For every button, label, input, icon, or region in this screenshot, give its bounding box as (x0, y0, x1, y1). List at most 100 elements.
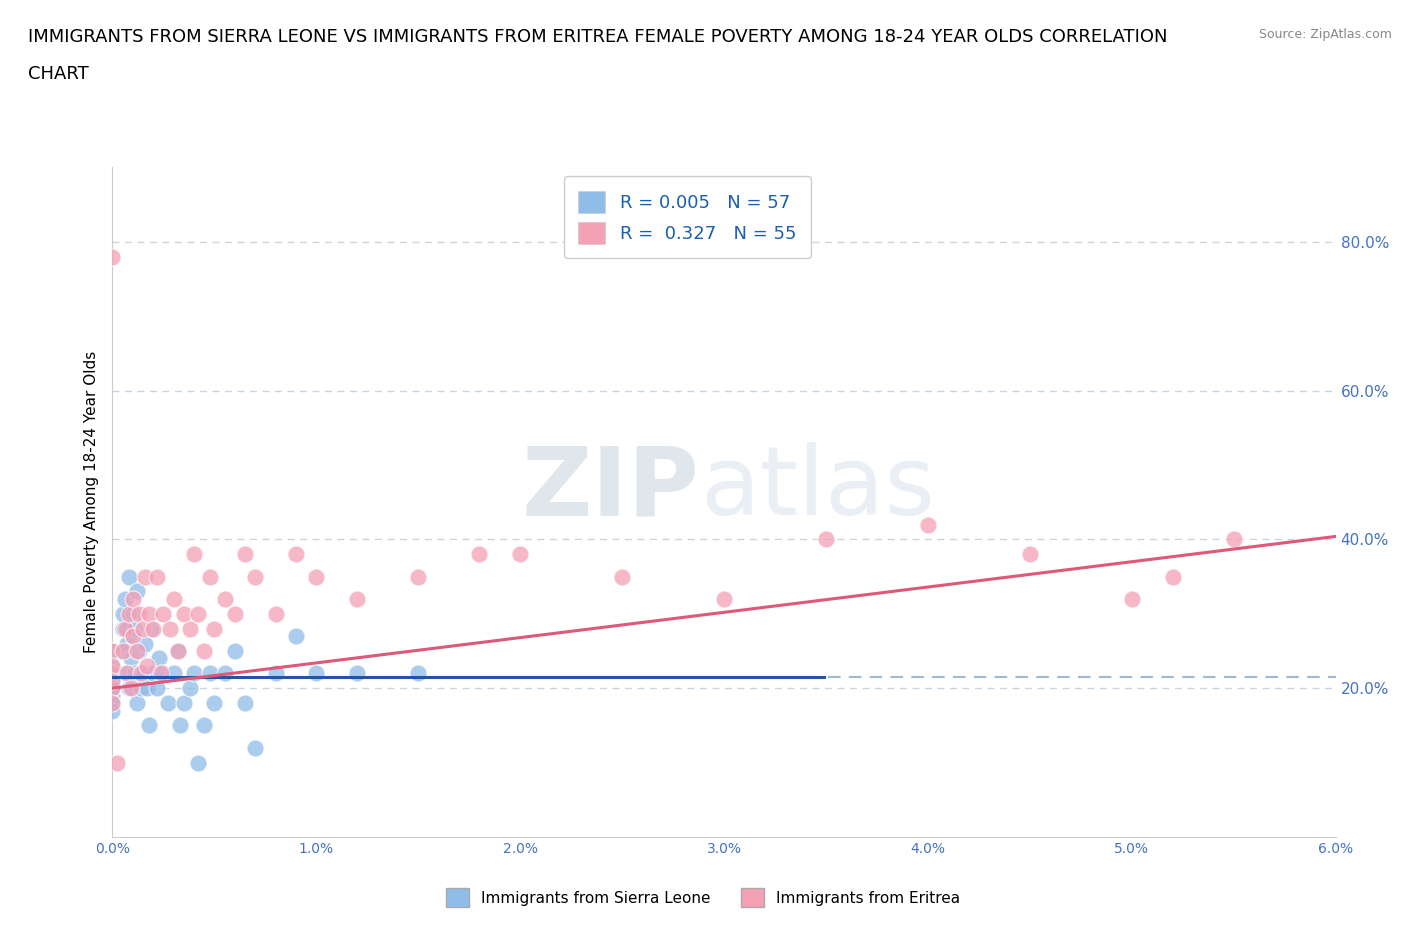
Point (163, 591, 186, 606)
Point (193, 644, 215, 658)
Point (179, 621, 201, 636)
Point (233, 547, 256, 562)
Point (142, 621, 165, 636)
Point (214, 591, 236, 606)
Point (408, 666, 430, 681)
Point (118, 681, 141, 696)
Point (115, 666, 138, 681)
Point (111, 644, 134, 658)
Point (136, 681, 159, 696)
Point (134, 636, 156, 651)
Point (134, 569, 156, 584)
Point (150, 666, 173, 681)
Point (105, 755, 128, 770)
Point (101, 696, 124, 711)
Point (101, 644, 124, 658)
Point (101, 703, 124, 718)
Point (163, 666, 186, 681)
Point (118, 569, 141, 584)
Point (101, 658, 124, 673)
Point (346, 666, 368, 681)
Point (115, 636, 138, 651)
Point (245, 569, 267, 584)
Point (610, 569, 633, 584)
Point (284, 547, 308, 562)
Point (114, 591, 136, 606)
Point (101, 666, 124, 681)
Point (200, 666, 222, 681)
Point (193, 718, 215, 733)
Point (713, 591, 735, 606)
Point (129, 681, 152, 696)
Point (124, 666, 146, 681)
Point (146, 681, 169, 696)
Point (152, 666, 174, 681)
Point (118, 606, 141, 621)
Point (101, 673, 124, 688)
Point (264, 606, 287, 621)
Point (200, 569, 222, 584)
Point (111, 606, 134, 621)
Point (214, 666, 236, 681)
Point (183, 547, 205, 562)
Point (224, 644, 246, 658)
Point (101, 658, 124, 673)
Legend: Immigrants from Sierra Leone, Immigrants from Eritrea: Immigrants from Sierra Leone, Immigrants… (440, 883, 966, 913)
Point (917, 517, 939, 532)
Point (122, 629, 145, 644)
Point (120, 651, 142, 666)
Point (128, 606, 150, 621)
Point (142, 666, 165, 681)
Point (187, 755, 209, 770)
Point (245, 740, 267, 755)
Point (101, 696, 124, 711)
Text: IMMIGRANTS FROM SIERRA LEONE VS IMMIGRANTS FROM ERITREA FEMALE POVERTY AMONG 18-: IMMIGRANTS FROM SIERRA LEONE VS IMMIGRAN… (28, 28, 1167, 46)
Point (120, 681, 142, 696)
Point (114, 621, 136, 636)
Point (173, 606, 195, 621)
Point (101, 681, 124, 696)
Text: CHART: CHART (28, 65, 89, 83)
Point (408, 569, 430, 584)
Text: Source: ZipAtlas.com: Source: ZipAtlas.com (1258, 28, 1392, 41)
Point (166, 644, 188, 658)
Point (101, 666, 124, 681)
Point (128, 644, 150, 658)
Point (204, 696, 226, 711)
Legend: R = 0.005   N = 57, R =  0.327   N = 55: R = 0.005 N = 57, R = 0.327 N = 55 (564, 177, 811, 259)
Point (124, 621, 146, 636)
Point (183, 666, 205, 681)
Point (122, 629, 145, 644)
Point (125, 696, 148, 711)
Point (122, 591, 145, 606)
Text: ZIP: ZIP (522, 443, 700, 536)
Point (1223, 532, 1246, 547)
Y-axis label: Female Poverty Among 18-24 Year Olds: Female Poverty Among 18-24 Year Olds (83, 352, 98, 654)
Point (132, 621, 155, 636)
Point (115, 621, 138, 636)
Point (111, 621, 134, 636)
Point (468, 547, 491, 562)
Point (132, 666, 155, 681)
Point (101, 681, 124, 696)
Point (129, 666, 152, 681)
Point (1018, 547, 1040, 562)
Point (305, 569, 328, 584)
Point (152, 606, 174, 621)
Point (1121, 591, 1143, 606)
Point (148, 651, 170, 666)
Point (305, 666, 328, 681)
Point (509, 547, 531, 562)
Text: atlas: atlas (700, 443, 935, 536)
Point (173, 696, 195, 711)
Point (101, 673, 124, 688)
Point (169, 718, 191, 733)
Point (166, 644, 188, 658)
Point (141, 621, 163, 636)
Point (187, 606, 209, 621)
Point (101, 666, 124, 681)
Point (114, 666, 136, 681)
Point (1161, 569, 1184, 584)
Point (111, 644, 134, 658)
Point (284, 629, 308, 644)
